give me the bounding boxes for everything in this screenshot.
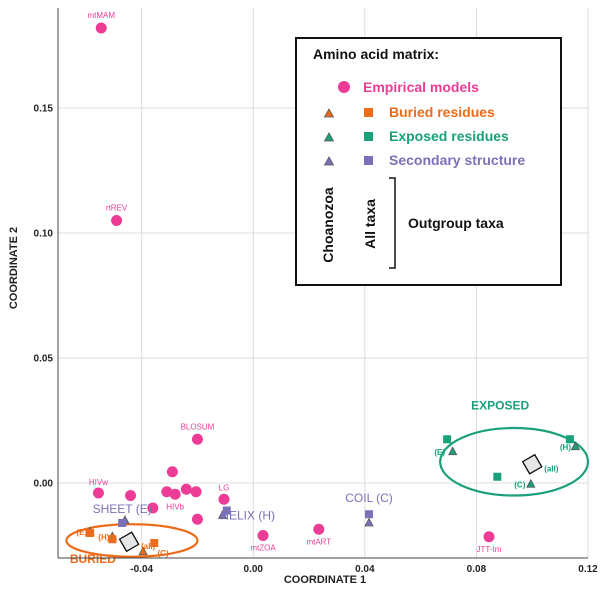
- point-marker: [147, 502, 159, 514]
- x-tick-label: -0.04: [130, 564, 153, 575]
- legend-secondary-label: Secondary structure: [389, 152, 525, 168]
- point-label: mtZOA: [250, 544, 276, 553]
- point-marker: [448, 446, 458, 456]
- point-marker: [217, 510, 228, 519]
- point-label: (H): [98, 533, 109, 542]
- legend-title: Amino acid matrix:: [313, 46, 439, 62]
- point-marker: [313, 523, 325, 535]
- point-marker: [570, 441, 581, 451]
- legend-alltaxa-label: All taxa: [362, 199, 378, 249]
- data-points: [85, 22, 581, 556]
- point-label: (E): [434, 448, 445, 457]
- legend-outgroup-label: Outgroup taxa: [408, 215, 504, 231]
- point-marker: [118, 519, 127, 527]
- point-label: (E): [76, 528, 87, 537]
- legend-frame: [295, 37, 562, 286]
- group-annotation: SHEET (E): [93, 502, 152, 516]
- legend-buried-triangle: [323, 108, 335, 118]
- point-marker: [150, 539, 159, 547]
- axes: -0.04 0.00 0.04 0.08 0.12 0.00 0.05 0.10 0.15: [34, 8, 598, 575]
- point-label: (H): [560, 443, 571, 452]
- y-tick-label: 0.10: [34, 229, 54, 240]
- point-label: HIVb: [166, 502, 184, 511]
- point-marker: [443, 435, 452, 444]
- point-marker: [161, 486, 173, 498]
- point-marker: [565, 435, 574, 444]
- y-tick-label: 0.00: [34, 479, 54, 490]
- point-marker: [191, 433, 203, 445]
- point-marker: [118, 531, 140, 553]
- point-marker: [125, 490, 137, 501]
- legend-exposed-label: Exposed residues: [389, 128, 509, 144]
- point-marker: [521, 453, 543, 475]
- legend: Amino acid matrix: Empirical models Buri…: [295, 37, 562, 286]
- x-tick-label: 0.00: [244, 564, 264, 575]
- point-marker: [86, 529, 95, 537]
- x-tick-label: 0.04: [355, 564, 375, 575]
- legend-exposed-triangle: [323, 132, 335, 142]
- legend-exposed-square: [364, 132, 373, 141]
- point-marker: [364, 517, 374, 527]
- legend-bracket: [389, 177, 396, 269]
- group-ellipse: [439, 426, 590, 497]
- point-marker: [191, 513, 203, 525]
- group-ellipses: [65, 426, 590, 558]
- point-marker: [218, 493, 230, 505]
- point-label: JTT-tm: [477, 545, 502, 554]
- point-label: BLOSUM: [181, 422, 215, 431]
- point-label: mtART: [306, 537, 331, 546]
- point-marker: [95, 22, 107, 34]
- point-marker: [365, 510, 374, 519]
- point-marker: [483, 531, 495, 543]
- group-ellipse: [65, 523, 199, 558]
- point-label: (all): [141, 542, 156, 551]
- point-marker: [108, 535, 117, 544]
- legend-choanozoa-label: Choanozoa: [320, 187, 336, 263]
- x-tick-label: 0.12: [578, 564, 598, 575]
- y-tick-label: 0.15: [34, 104, 54, 115]
- point-marker: [190, 486, 202, 498]
- point-label: (C): [514, 480, 525, 489]
- y-tick-label: 0.05: [34, 354, 54, 365]
- legend-secondary-triangle: [323, 156, 335, 166]
- point-marker: [180, 483, 192, 495]
- legend-buried-square: [364, 108, 373, 117]
- x-tick-label: 0.08: [467, 564, 487, 575]
- legend-empirical-label: Empirical models: [363, 79, 479, 95]
- point-label: LG: [219, 483, 230, 492]
- group-annotation: BURIED: [70, 552, 116, 566]
- point-marker: [493, 472, 502, 481]
- point-marker: [166, 466, 178, 478]
- point-label: mtMAM: [87, 11, 115, 20]
- group-annotation: HELIX (H): [220, 508, 275, 522]
- point-marker: [169, 488, 181, 500]
- point-labels: mtMAM rtREV BLOSUM HIVw HIVb LG mtZOA mtART JTT-…: [76, 11, 571, 558]
- legend-buried-label: Buried residues: [389, 104, 495, 120]
- group-annotation: EXPOSED: [471, 398, 529, 412]
- legend-secondary-square: [364, 156, 373, 165]
- group-annotation: COIL (C): [345, 491, 393, 505]
- point-marker: [526, 478, 536, 488]
- point-label: rtREV: [106, 204, 128, 213]
- point-marker: [111, 215, 123, 226]
- point-label: (all): [544, 464, 559, 473]
- legend-empirical-marker: [338, 81, 350, 93]
- point-marker: [257, 530, 269, 541]
- annotations: SHEET (E) HELIX (H) COIL (C) BURIED EXPOSED: [70, 398, 530, 566]
- point-marker: [222, 506, 231, 515]
- point-marker: [92, 487, 104, 499]
- x-axis-label: COORDINATE 1: [284, 574, 366, 586]
- point-label: HIVw: [89, 478, 108, 487]
- point-label: (C): [158, 549, 169, 558]
- y-axis-label: COORDINATE 2: [8, 227, 20, 309]
- point-marker: [138, 546, 148, 556]
